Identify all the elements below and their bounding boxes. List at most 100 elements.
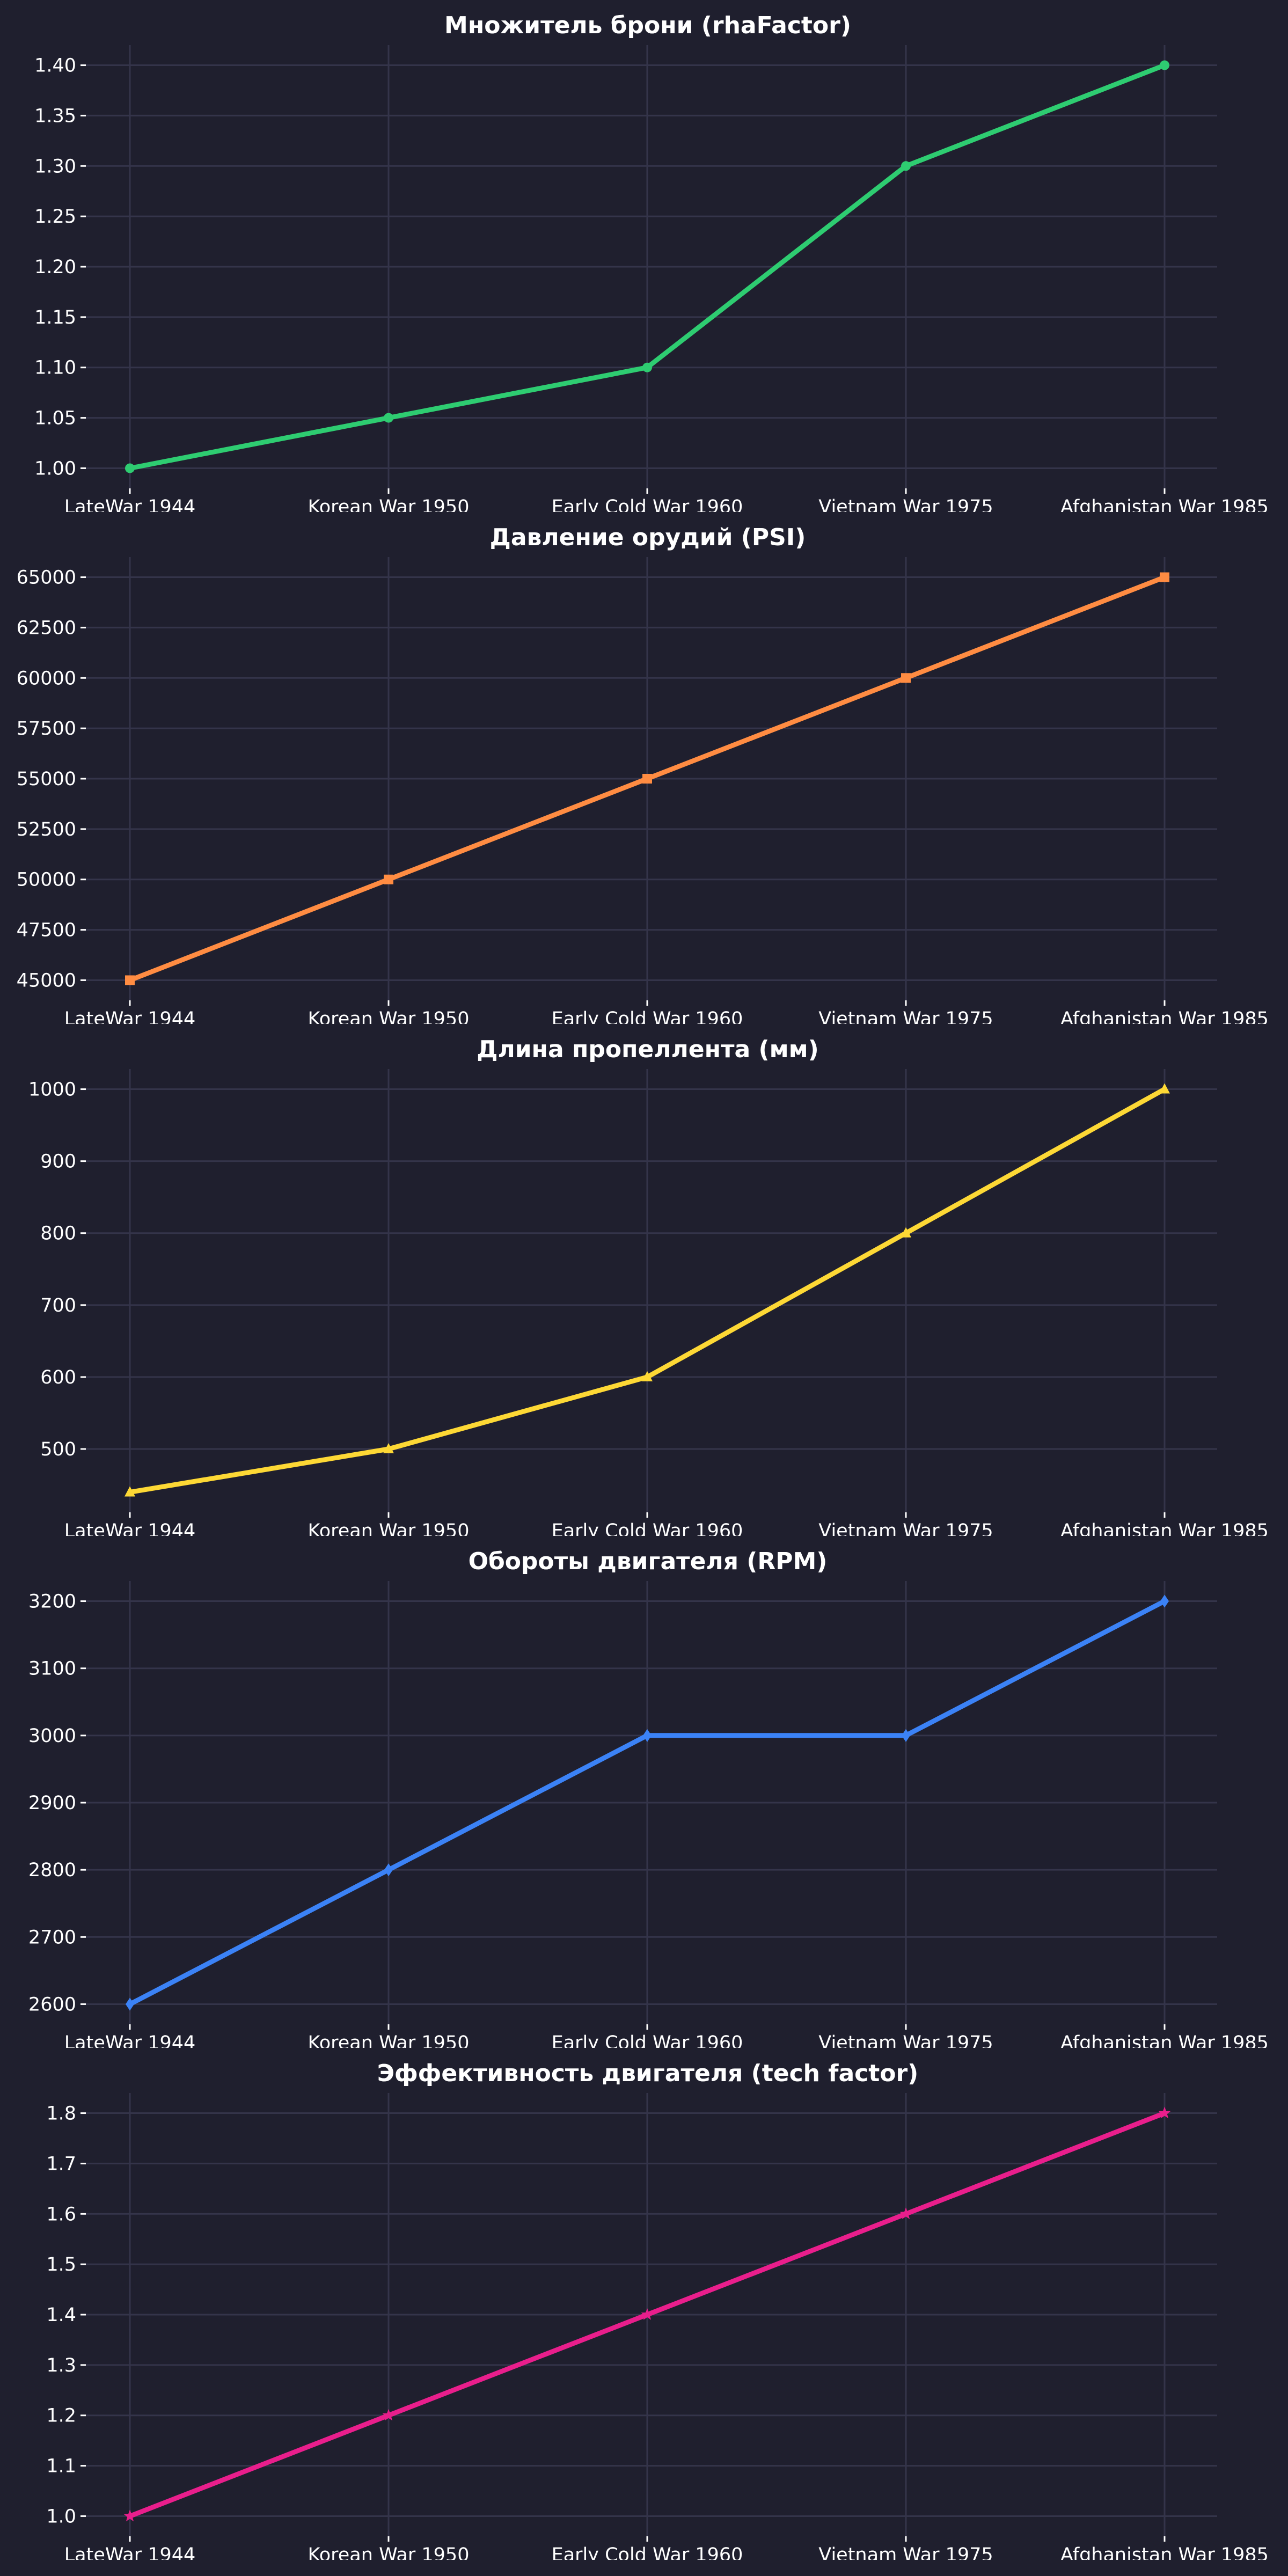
data-point [1159,1083,1170,1094]
y-tick-label: 45000 [17,970,76,991]
y-tick-label: 1000 [28,1079,76,1101]
y-tick-label: 3200 [28,1591,76,1613]
chart-title: Обороты двигателя (RPM) [469,1548,828,1575]
y-tick-label: 2600 [28,1994,76,2015]
y-tick-label: 1.0 [46,2506,76,2527]
data-point [901,1227,911,1238]
y-tick-label: 1.30 [34,156,76,177]
data-point [1160,60,1169,70]
y-tick-label: 50000 [17,869,76,891]
y-tick-label: 3100 [28,1658,76,1680]
data-point [1158,2106,1171,2119]
y-tick-label: 62500 [17,617,76,639]
x-tick-label: Afghanistan War 1985 [1060,2032,1269,2048]
x-tick-label: Early Cold War 1960 [552,2544,743,2560]
x-tick-label: Early Cold War 1960 [552,2032,743,2048]
chart-panel-2: Давление орудий (PSI) LateWar 1944 Korean … [17,524,1269,1024]
y-tick-label: 1.00 [34,458,76,479]
chart-title: Множитель брони (rhaFactor) [444,12,851,39]
y-tick-label: 60000 [17,668,76,689]
data-point [643,1729,652,1742]
data-point [899,2207,912,2219]
x-tick-label: LateWar 1944 [64,2544,196,2560]
y-tick-label: 47500 [17,920,76,941]
data-point [642,1371,653,1381]
y-tick-label: 1.10 [34,357,76,379]
x-tick-label: Early Cold War 1960 [552,1008,743,1024]
x-tick-label: Afghanistan War 1985 [1060,496,1269,512]
y-tick-label: 1.2 [46,2405,76,2427]
y-tick-label: 1.05 [34,408,76,429]
x-tick-label: Vietnam War 1975 [818,2544,993,2560]
data-point [642,362,652,372]
y-tick-label: 1.7 [46,2153,76,2175]
x-tick-label: Afghanistan War 1985 [1060,1008,1269,1024]
y-tick-label: 1.15 [34,307,76,328]
data-point [641,2308,654,2320]
y-tick-label: 500 [40,1439,76,1460]
data-point [383,1443,394,1453]
data-point [126,1997,134,2011]
data-point [901,161,911,171]
y-tick-label: 1.25 [34,206,76,228]
y-tick-label: 65000 [17,567,76,589]
chart-title: Давление орудий (PSI) [490,524,806,551]
chart-title: Эффективность двигателя (tech factor) [377,2060,919,2087]
x-tick-label: Vietnam War 1975 [818,1008,993,1024]
x-tick-label: Afghanistan War 1985 [1060,2544,1269,2560]
x-tick-label: Vietnam War 1975 [818,1520,993,1536]
y-tick-label: 1.35 [34,105,76,127]
y-tick-label: 600 [40,1367,76,1388]
data-point [123,2509,136,2522]
y-tick-label: 800 [40,1223,76,1245]
chart-panel-1: Множитель брони (rhaFactor) LateWar 1944 K… [34,12,1269,512]
y-tick-label: 700 [40,1295,76,1316]
y-tick-label: 1.3 [46,2355,76,2376]
y-tick-label: 1.4 [46,2304,76,2326]
data-point [902,1729,910,1742]
y-tick-label: 1.20 [34,257,76,278]
chart-panel-5: Эффективность двигателя (tech factor) Lat… [46,2060,1269,2560]
y-tick-label: 2700 [28,1927,76,1948]
x-tick-label: LateWar 1944 [64,2032,196,2048]
x-tick-label: Early Cold War 1960 [552,496,743,512]
x-tick-label: LateWar 1944 [64,1008,196,1024]
data-point [1160,1594,1169,1608]
x-tick-label: Korean War 1950 [308,2032,470,2048]
y-tick-label: 1.8 [46,2103,76,2125]
x-tick-label: Korean War 1950 [308,1520,470,1536]
data-point [901,673,911,683]
data-point [384,413,393,423]
x-tick-label: Afghanistan War 1985 [1060,1520,1269,1536]
data-point [125,1486,135,1497]
y-tick-label: 2800 [28,1860,76,1881]
x-tick-label: Early Cold War 1960 [552,1520,743,1536]
data-point [125,975,135,985]
x-tick-label: Vietnam War 1975 [818,496,993,512]
x-tick-label: Korean War 1950 [308,1008,470,1024]
x-tick-label: Vietnam War 1975 [818,2032,993,2048]
data-point [382,2409,395,2421]
chart-panel-3: Длина пропеллента (мм) LateWar 1944 Korean… [28,1036,1269,1536]
y-tick-label: 3000 [28,1725,76,1747]
y-tick-label: 2900 [28,1792,76,1814]
data-point [642,774,652,784]
y-tick-label: 900 [40,1151,76,1173]
data-point [125,463,135,473]
y-tick-label: 55000 [17,769,76,790]
y-tick-label: 1.1 [46,2456,76,2477]
x-tick-label: LateWar 1944 [64,1520,196,1536]
y-tick-label: 57500 [17,718,76,740]
x-tick-label: LateWar 1944 [64,496,196,512]
y-tick-label: 1.5 [46,2254,76,2275]
data-point [384,874,393,884]
data-point [384,1863,393,1877]
y-tick-label: 1.6 [46,2204,76,2225]
x-tick-label: Korean War 1950 [308,2544,470,2560]
y-tick-label: 52500 [17,819,76,840]
x-tick-label: Korean War 1950 [308,496,470,512]
data-point [1160,572,1169,582]
chart-title: Длина пропеллента (мм) [477,1036,818,1063]
chart-panel-4: Обороты двигателя (RPM) LateWar 1944 Korea… [28,1548,1269,2048]
